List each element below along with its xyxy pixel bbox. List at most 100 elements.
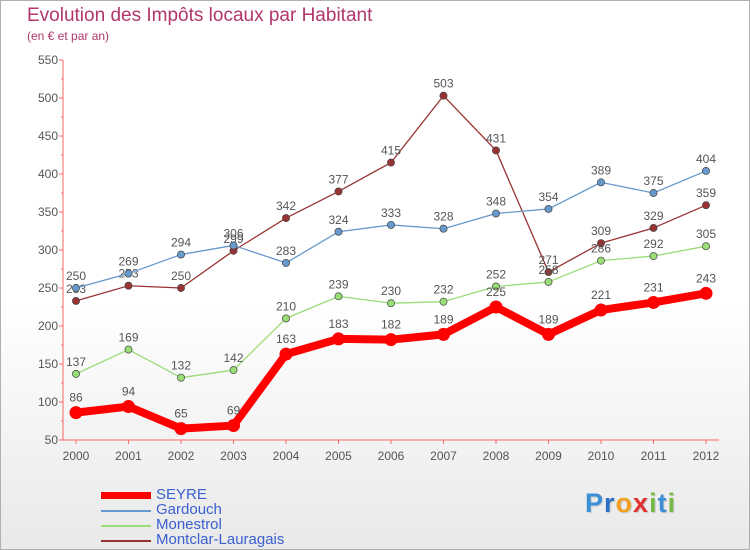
data-point (437, 327, 450, 341)
data-label: 86 (69, 391, 83, 405)
data-point (702, 167, 710, 175)
data-point (597, 178, 605, 187)
data-label: 65 (174, 407, 188, 421)
data-label: 359 (696, 186, 716, 200)
data-point (334, 227, 343, 236)
data-label: 169 (118, 331, 138, 345)
legend-swatch (101, 540, 151, 542)
y-tick-label: 50 (45, 433, 59, 447)
data-label: 225 (486, 285, 506, 299)
data-label: 142 (223, 351, 243, 365)
data-point (334, 292, 343, 301)
logo-letter: i (667, 488, 677, 518)
x-tick-label: 2004 (273, 449, 300, 463)
data-label: 503 (433, 77, 453, 91)
chart-title: Evolution des Impôts locaux par Habitant (27, 5, 373, 26)
data-point (279, 347, 293, 361)
data-point (282, 314, 290, 323)
data-point (387, 220, 395, 229)
y-tick-label: 500 (38, 91, 58, 105)
x-tick-label: 2000 (63, 449, 90, 463)
data-label: 137 (66, 355, 86, 369)
legend-label: Monestrol (156, 516, 222, 533)
logo-letter: x (633, 488, 650, 518)
data-label: 94 (122, 385, 136, 399)
y-tick-label: 150 (38, 357, 58, 371)
data-point (439, 297, 448, 306)
y-tick-label: 350 (38, 205, 58, 219)
data-label: 271 (538, 253, 558, 267)
data-label: 354 (538, 190, 558, 204)
data-point (649, 224, 658, 232)
y-tick-label: 100 (38, 395, 58, 409)
data-label: 375 (643, 174, 663, 188)
data-label: 377 (328, 172, 348, 186)
y-tick-label: 200 (38, 319, 58, 333)
data-label: 309 (591, 224, 611, 238)
logo-letter: o (615, 488, 634, 518)
data-label: 252 (486, 267, 506, 281)
x-tick-label: 2003 (220, 449, 247, 463)
data-label: 404 (696, 152, 716, 166)
data-label: 182 (381, 318, 401, 332)
y-tick-label: 400 (38, 167, 58, 181)
x-tick-label: 2012 (693, 449, 720, 463)
data-point (177, 250, 185, 259)
data-point (124, 269, 133, 278)
data-point (544, 277, 553, 286)
x-tick-label: 2007 (430, 449, 457, 463)
data-point (492, 282, 500, 291)
data-label: 189 (538, 312, 558, 326)
data-label: 415 (381, 144, 401, 158)
data-label: 232 (433, 283, 453, 297)
logo-letter: P (585, 488, 605, 518)
series-montclar-lauragais: 233253250299342377415503431271309329359 (66, 77, 716, 305)
data-point (384, 333, 398, 347)
data-point (594, 303, 608, 317)
data-label: 329 (643, 209, 663, 223)
data-label: 183 (328, 317, 348, 331)
data-point (492, 209, 500, 218)
data-label: 292 (643, 237, 663, 251)
x-tick-label: 2011 (641, 449, 667, 463)
data-label: 348 (486, 195, 506, 209)
data-point (647, 295, 660, 309)
data-point (492, 146, 500, 155)
data-point (439, 224, 448, 233)
data-point (387, 158, 395, 167)
legend-swatch (101, 525, 151, 527)
data-label: 389 (591, 163, 611, 177)
data-label: 324 (328, 213, 348, 227)
proxiti-logo: Proxiti (585, 488, 676, 519)
data-point (229, 241, 238, 250)
data-point (122, 400, 135, 414)
data-label: 299 (223, 232, 243, 246)
legend-label: Montclar-Lauragais (156, 531, 285, 548)
x-tick-label: 2009 (535, 449, 562, 463)
data-point (177, 284, 185, 292)
series-seyre: 86 94 65 69 163 183 182 189 225 189 221 231 243 (69, 271, 716, 436)
x-tick-label: 2008 (483, 449, 510, 463)
data-point (702, 242, 710, 251)
x-tick-label: 2005 (325, 449, 352, 463)
data-point (439, 91, 448, 100)
data-point (649, 252, 658, 261)
data-point (282, 214, 290, 223)
data-label: 231 (643, 280, 663, 294)
x-tick-label: 2006 (378, 449, 405, 463)
chart-subtitle: (en € et par an) (27, 29, 110, 43)
data-point (702, 201, 710, 210)
data-point (69, 406, 83, 420)
logo-letter: t (657, 488, 668, 518)
logo-letter: r (604, 488, 616, 518)
data-point (489, 300, 503, 314)
data-point (332, 332, 345, 346)
y-tick-label: 550 (38, 53, 58, 67)
data-label: 328 (433, 210, 453, 224)
data-point (282, 258, 290, 267)
legend-swatch (101, 510, 151, 512)
data-label: 239 (328, 277, 348, 291)
data-point (334, 187, 343, 196)
data-point (174, 422, 188, 436)
data-label: 189 (433, 312, 453, 326)
